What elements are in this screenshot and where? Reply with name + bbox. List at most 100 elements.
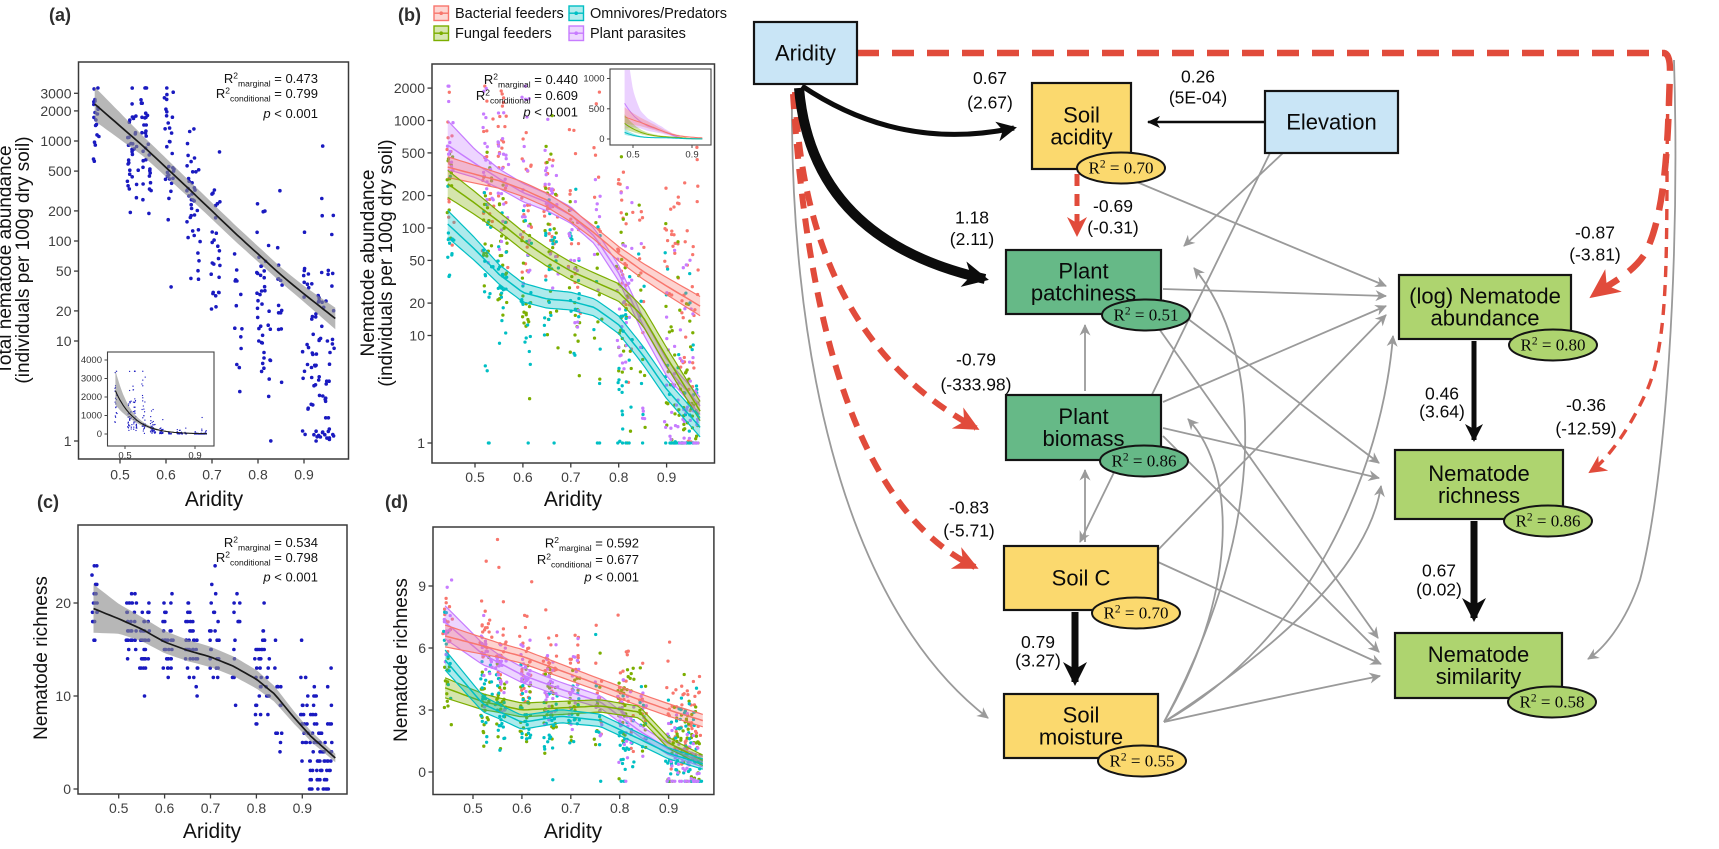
svg-text:0.79: 0.79 bbox=[1021, 632, 1055, 652]
svg-text:(b): (b) bbox=[398, 5, 421, 25]
svg-text:10: 10 bbox=[409, 328, 425, 344]
svg-text:Nematode richness: Nematode richness bbox=[31, 576, 52, 740]
svg-text:3000: 3000 bbox=[40, 85, 71, 101]
svg-text:similarity: similarity bbox=[1436, 664, 1522, 689]
svg-text:50: 50 bbox=[409, 252, 425, 268]
svg-text:abundance: abundance bbox=[1431, 306, 1540, 331]
svg-text:0.67: 0.67 bbox=[1422, 561, 1456, 581]
svg-text:2000: 2000 bbox=[40, 103, 71, 119]
svg-text:-0.87: -0.87 bbox=[1575, 223, 1615, 243]
svg-text:0.5: 0.5 bbox=[118, 451, 131, 462]
svg-text:Aridity: Aridity bbox=[544, 820, 603, 843]
svg-text:(-5.71): (-5.71) bbox=[943, 521, 995, 541]
svg-text:0.5: 0.5 bbox=[465, 469, 485, 485]
svg-text:R2marginal = 0.592: R2marginal = 0.592 bbox=[545, 535, 639, 553]
svg-text:Plant: Plant bbox=[1058, 404, 1108, 429]
svg-text:0.7: 0.7 bbox=[202, 467, 222, 483]
svg-text:3: 3 bbox=[418, 702, 426, 718]
svg-text:(5E-04): (5E-04) bbox=[1169, 88, 1227, 108]
svg-text:200: 200 bbox=[402, 188, 426, 204]
svg-text:R2marginal = 0.440: R2marginal = 0.440 bbox=[484, 72, 578, 90]
svg-text:Nematode richness: Nematode richness bbox=[391, 578, 412, 742]
svg-text:-0.83: -0.83 bbox=[949, 498, 989, 518]
svg-text:Aridity: Aridity bbox=[183, 820, 242, 843]
svg-text:R2 = 0.55: R2 = 0.55 bbox=[1110, 752, 1175, 771]
svg-text:(2.11): (2.11) bbox=[950, 229, 994, 249]
svg-text:0: 0 bbox=[63, 781, 71, 797]
svg-text:0.9: 0.9 bbox=[657, 469, 677, 485]
svg-text:0.8: 0.8 bbox=[248, 467, 268, 483]
svg-text:Aridity: Aridity bbox=[544, 488, 603, 511]
svg-text:Nematode abundance: Nematode abundance bbox=[358, 170, 379, 357]
svg-text:2000: 2000 bbox=[394, 80, 425, 96]
svg-text:0.5: 0.5 bbox=[626, 150, 639, 161]
svg-text:9: 9 bbox=[418, 578, 426, 594]
svg-text:0.5: 0.5 bbox=[109, 800, 129, 816]
svg-text:0.6: 0.6 bbox=[155, 800, 175, 816]
svg-text:R2 = 0.70: R2 = 0.70 bbox=[1089, 159, 1154, 178]
svg-text:0.7: 0.7 bbox=[201, 800, 221, 816]
svg-text:0.9: 0.9 bbox=[659, 800, 679, 816]
svg-text:(2.67): (2.67) bbox=[967, 93, 1013, 113]
svg-text:p < 0.001: p < 0.001 bbox=[262, 570, 318, 585]
svg-text:50: 50 bbox=[56, 263, 72, 279]
svg-text:20: 20 bbox=[55, 595, 71, 611]
svg-text:(-3.81): (-3.81) bbox=[1569, 245, 1621, 265]
svg-text:Plant: Plant bbox=[1058, 259, 1108, 284]
svg-text:1000: 1000 bbox=[583, 74, 604, 85]
svg-text:R2conditional = 0.677: R2conditional = 0.677 bbox=[537, 552, 639, 570]
svg-text:1000: 1000 bbox=[40, 133, 71, 149]
svg-text:0.6: 0.6 bbox=[156, 467, 176, 483]
svg-text:200: 200 bbox=[48, 203, 72, 219]
svg-text:p < 0.001: p < 0.001 bbox=[522, 105, 578, 120]
svg-text:-0.69: -0.69 bbox=[1093, 196, 1133, 216]
svg-text:0.7: 0.7 bbox=[561, 800, 581, 816]
svg-text:moisture: moisture bbox=[1039, 725, 1123, 750]
svg-text:0.9: 0.9 bbox=[188, 451, 201, 462]
svg-text:(3.64): (3.64) bbox=[1419, 402, 1465, 422]
svg-text:(-0.31): (-0.31) bbox=[1087, 218, 1139, 238]
svg-text:100: 100 bbox=[48, 233, 72, 249]
svg-text:-0.79: -0.79 bbox=[956, 350, 996, 370]
svg-text:(c): (c) bbox=[37, 492, 59, 512]
svg-text:Nematode: Nematode bbox=[1428, 461, 1530, 486]
svg-text:acidity: acidity bbox=[1050, 125, 1112, 150]
svg-text:(individuals per 100g dry soil: (individuals per 100g dry soil) bbox=[376, 139, 397, 386]
svg-text:20: 20 bbox=[409, 295, 425, 311]
svg-text:500: 500 bbox=[402, 145, 426, 161]
svg-text:100: 100 bbox=[402, 220, 426, 236]
svg-text:Omnivores/Predators: Omnivores/Predators bbox=[590, 6, 727, 22]
svg-text:0.26: 0.26 bbox=[1181, 67, 1215, 87]
svg-text:1.18: 1.18 bbox=[955, 208, 989, 228]
svg-text:Plant parasites: Plant parasites bbox=[590, 26, 686, 42]
svg-text:Soil: Soil bbox=[1063, 103, 1100, 128]
svg-text:6: 6 bbox=[418, 640, 426, 656]
svg-text:R2 = 0.51: R2 = 0.51 bbox=[1114, 306, 1179, 325]
svg-text:(-333.98): (-333.98) bbox=[940, 375, 1011, 395]
svg-text:500: 500 bbox=[48, 163, 72, 179]
svg-text:(0.02): (0.02) bbox=[1416, 580, 1462, 600]
svg-text:1000: 1000 bbox=[394, 113, 425, 129]
svg-text:0.6: 0.6 bbox=[512, 800, 532, 816]
svg-text:1: 1 bbox=[417, 435, 425, 451]
svg-text:Elevation: Elevation bbox=[1286, 110, 1377, 135]
svg-text:R2 = 0.58: R2 = 0.58 bbox=[1520, 693, 1585, 712]
svg-text:Total nematode abundance: Total nematode abundance bbox=[0, 145, 16, 374]
svg-text:500: 500 bbox=[589, 104, 605, 115]
svg-text:patchiness: patchiness bbox=[1031, 281, 1136, 306]
svg-text:20: 20 bbox=[56, 303, 72, 319]
svg-text:1: 1 bbox=[64, 433, 72, 449]
svg-text:Soil: Soil bbox=[1063, 703, 1100, 728]
svg-text:0.6: 0.6 bbox=[513, 469, 533, 485]
svg-text:0.5: 0.5 bbox=[463, 800, 483, 816]
svg-text:0.9: 0.9 bbox=[293, 800, 313, 816]
svg-text:R2 = 0.70: R2 = 0.70 bbox=[1104, 604, 1169, 623]
svg-text:0: 0 bbox=[418, 764, 426, 780]
svg-text:0.9: 0.9 bbox=[294, 467, 314, 483]
svg-text:Aridity: Aridity bbox=[185, 488, 244, 511]
svg-text:p < 0.001: p < 0.001 bbox=[262, 106, 318, 121]
svg-text:(a): (a) bbox=[49, 5, 71, 25]
svg-text:1000: 1000 bbox=[81, 411, 102, 422]
svg-text:(d): (d) bbox=[385, 492, 408, 512]
svg-text:10: 10 bbox=[55, 688, 71, 704]
